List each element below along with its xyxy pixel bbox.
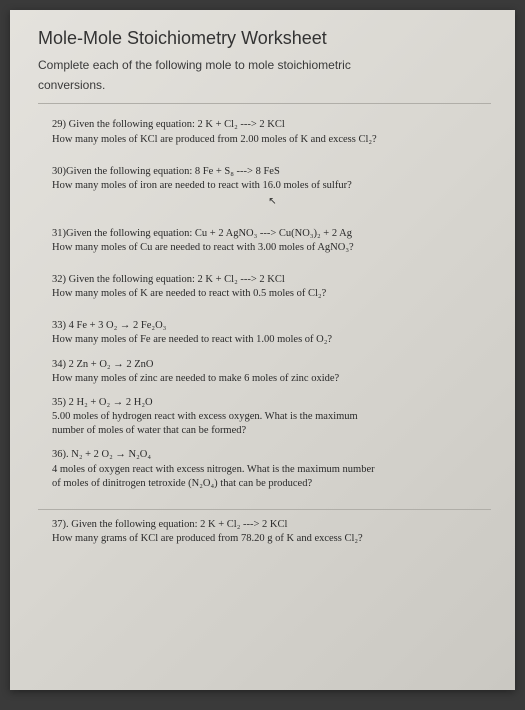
worksheet-page: Mole-Mole Stoichiometry Worksheet Comple… [10, 10, 515, 690]
question-text: How many moles of iron are needed to rea… [52, 180, 352, 191]
divider-bottom [38, 509, 491, 510]
question-line: How many moles of KCl are produced from … [52, 133, 491, 147]
question-line: 30)Given the following equation: 8 Fe + … [52, 165, 491, 179]
question-35: 35) 2 H₂ + O₂ → 2 H₂O 5.00 moles of hydr… [38, 396, 491, 439]
question-line: How many moles of zinc are needed to mak… [52, 372, 491, 386]
question-line: of moles of dinitrogen tetroxide (N₂O₄) … [52, 477, 491, 491]
question-line: 36). N₂ + 2 O₂ → N₂O₄ [52, 448, 491, 462]
question-line: How many moles of K are needed to react … [52, 287, 491, 301]
question-line: How many grams of KCl are produced from … [52, 532, 491, 546]
question-30: 30)Given the following equation: 8 Fe + … [38, 165, 491, 209]
page-title: Mole-Mole Stoichiometry Worksheet [38, 28, 491, 49]
question-37: 37). Given the following equation: 2 K +… [38, 518, 491, 546]
question-line: 37). Given the following equation: 2 K +… [52, 518, 491, 532]
question-32: 32) Given the following equation: 2 K + … [38, 273, 491, 301]
page-subtitle-line2: conversions. [38, 77, 491, 93]
question-line: 29) Given the following equation: 2 K + … [52, 118, 491, 132]
question-line: 35) 2 H₂ + O₂ → 2 H₂O [52, 396, 491, 410]
question-line: 32) Given the following equation: 2 K + … [52, 273, 491, 287]
question-29: 29) Given the following equation: 2 K + … [38, 118, 491, 146]
question-34: 34) 2 Zn + O₂ → 2 ZnO How many moles of … [38, 358, 491, 386]
page-subtitle-line1: Complete each of the following mole to m… [38, 57, 491, 73]
cursor-icon: ↖ [54, 195, 491, 209]
question-line: number of moles of water that can be for… [52, 424, 491, 438]
question-line: 34) 2 Zn + O₂ → 2 ZnO [52, 358, 491, 372]
question-line: How many moles of Cu are needed to react… [52, 241, 491, 255]
question-line: 31)Given the following equation: Cu + 2 … [52, 227, 491, 241]
question-line: 4 moles of oxygen react with excess nitr… [52, 463, 491, 477]
question-line: 33) 4 Fe + 3 O₂ → 2 Fe₂O₃ [52, 319, 491, 333]
question-line: 5.00 moles of hydrogen react with excess… [52, 410, 491, 424]
question-line: How many moles of Fe are needed to react… [52, 333, 491, 347]
question-31: 31)Given the following equation: Cu + 2 … [38, 227, 491, 255]
divider-top [38, 103, 491, 104]
question-33: 33) 4 Fe + 3 O₂ → 2 Fe₂O₃ How many moles… [38, 319, 491, 347]
question-36: 36). N₂ + 2 O₂ → N₂O₄ 4 moles of oxygen … [38, 448, 491, 491]
question-line: How many moles of iron are needed to rea… [52, 179, 491, 209]
